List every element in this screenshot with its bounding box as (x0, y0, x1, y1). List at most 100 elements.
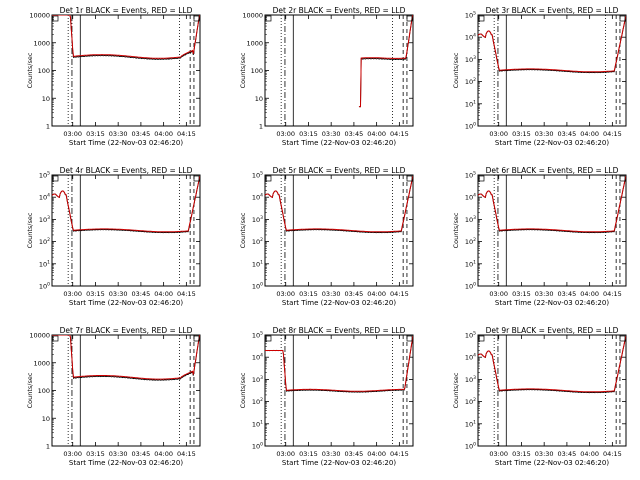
corner-box (52, 175, 59, 182)
y-tick-exponent: 4 (260, 353, 263, 359)
chart-title: Det 4r BLACK = Events, RED = LLD (60, 166, 193, 175)
y-tick-exponent: 0 (473, 282, 476, 288)
corner-box (619, 175, 626, 182)
x-tick-label: 03:45 (345, 290, 364, 298)
plot-area (478, 335, 626, 446)
plot-area (52, 335, 200, 446)
plot-area (52, 15, 200, 126)
y-tick-label: 102 (465, 237, 476, 246)
y-tick-label: 105 (465, 11, 476, 20)
series-lld-line (478, 15, 626, 73)
plot-frame (51, 174, 201, 287)
y-tick-label: 10 (42, 415, 50, 423)
corner-box (478, 175, 485, 182)
x-tick-label: 03:15 (299, 130, 318, 138)
x-axis-label: Start Time (22-Nov-03 02:46:20) (69, 139, 183, 147)
detector-panel-1: Det 1r BLACK = Events, RED = LLD 1 10 100 10… (26, 6, 201, 147)
y-tick-label: 100 (465, 442, 476, 451)
y-tick-exponent: 1 (473, 259, 476, 265)
y-tick-label: 101 (252, 419, 263, 428)
y-tick-label: 100 (38, 387, 50, 395)
y-tick-exponent: 1 (260, 419, 263, 425)
chart-title: Det 3r BLACK = Events, RED = LLD (486, 6, 619, 15)
y-tick-exponent: 3 (473, 55, 476, 61)
x-tick-label: 03:15 (86, 450, 105, 458)
y-tick-exponent: 2 (260, 237, 263, 243)
y-tick-exponent: 5 (473, 11, 476, 17)
y-tick-exponent: 3 (260, 375, 263, 381)
x-tick-label: 04:15 (390, 450, 409, 458)
corner-box (52, 15, 59, 22)
y-tick-label: 104 (39, 193, 50, 202)
y-tick-label: 105 (252, 171, 263, 180)
detector-panel-7: Det 7r BLACK = Events, RED = LLD 1 10 100 10… (26, 326, 201, 467)
series-lld-line (478, 335, 626, 393)
corner-box (406, 175, 413, 182)
plot-area (478, 15, 626, 126)
chart-title: Det 2r BLACK = Events, RED = LLD (273, 6, 406, 15)
y-tick-label: 1 (46, 123, 50, 131)
plot-area (265, 175, 413, 286)
y-tick-exponent: 0 (473, 122, 476, 128)
x-tick-label: 04:00 (580, 290, 599, 298)
y-tick-label: 1 (46, 443, 50, 451)
y-tick-label: 104 (252, 353, 263, 362)
x-tick-label: 03:30 (322, 290, 341, 298)
x-tick-label: 03:15 (86, 290, 105, 298)
x-tick-label: 03:30 (322, 450, 341, 458)
corner-box (478, 15, 485, 22)
plot-frame (477, 14, 627, 127)
y-tick-label: 103 (39, 215, 50, 224)
plot-frame (264, 14, 414, 127)
y-tick-label: 100 (251, 67, 263, 75)
y-tick-exponent: 1 (47, 259, 50, 265)
y-axis-label: Counts/sec (452, 212, 460, 248)
y-tick-exponent: 2 (473, 237, 476, 243)
y-tick-label: 101 (465, 99, 476, 108)
x-tick-label: 03:15 (512, 450, 531, 458)
plot-area (52, 175, 200, 286)
x-tick-label: 03:15 (512, 130, 531, 138)
x-axis-label: Start Time (22-Nov-03 02:46:20) (495, 139, 609, 147)
series-lld-line (265, 175, 413, 233)
plot-area (280, 15, 413, 126)
y-tick-exponent: 3 (473, 215, 476, 221)
x-tick-label: 03:45 (345, 130, 364, 138)
y-tick-exponent: 2 (473, 397, 476, 403)
y-tick-exponent: 0 (260, 442, 263, 448)
x-tick-label: 04:15 (603, 290, 622, 298)
x-tick-label: 04:00 (367, 290, 386, 298)
y-tick-label: 1000 (33, 39, 50, 47)
chart-title: Det 1r BLACK = Events, RED = LLD (60, 6, 193, 15)
y-tick-label: 101 (465, 259, 476, 268)
y-tick-label: 101 (252, 259, 263, 268)
x-tick-label: 04:15 (390, 290, 409, 298)
y-tick-label: 105 (465, 331, 476, 340)
series-lld-line (478, 175, 626, 233)
y-tick-label: 1 (259, 123, 263, 131)
x-axis-label: Start Time (22-Nov-03 02:46:20) (69, 459, 183, 467)
y-tick-label: 100 (38, 67, 50, 75)
y-axis-label: Counts/sec (239, 52, 247, 88)
y-tick-label: 102 (465, 397, 476, 406)
detector-panel-2: Det 2r BLACK = Events, RED = LLD 1 10 100 10… (239, 6, 414, 147)
corner-box (193, 15, 200, 22)
x-tick-label: 04:15 (603, 450, 622, 458)
series-lld-line (52, 335, 200, 380)
x-tick-label: 03:00 (489, 130, 508, 138)
x-tick-label: 04:00 (154, 450, 173, 458)
x-tick-label: 03:45 (345, 450, 364, 458)
y-tick-label: 103 (465, 375, 476, 384)
x-tick-label: 03:00 (63, 450, 82, 458)
x-tick-label: 03:15 (299, 450, 318, 458)
y-tick-label: 102 (465, 77, 476, 86)
x-tick-label: 03:45 (558, 290, 577, 298)
y-tick-label: 102 (252, 397, 263, 406)
y-tick-label: 100 (465, 122, 476, 131)
y-tick-exponent: 5 (47, 171, 50, 177)
corner-box (193, 335, 200, 342)
detector-panel-6: Det 6r BLACK = Events, RED = LLD10010110… (452, 166, 627, 307)
y-tick-label: 103 (252, 215, 263, 224)
y-axis-label: Counts/sec (239, 372, 247, 408)
corner-box (406, 15, 413, 22)
